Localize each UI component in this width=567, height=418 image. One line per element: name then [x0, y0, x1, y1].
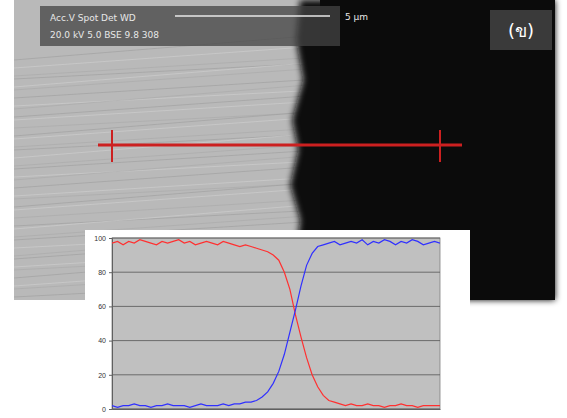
streak	[14, 95, 320, 117]
grid-line	[112, 340, 440, 341]
chart-panel	[85, 230, 470, 418]
y-axis: 0 20 40 60 80 100	[94, 235, 112, 413]
streak	[14, 84, 320, 109]
streak	[14, 101, 320, 120]
y-tick-mark	[109, 272, 112, 273]
y-tick: 80	[98, 269, 112, 276]
x-axis-line	[113, 409, 441, 410]
y-tick-label: 0	[102, 406, 106, 413]
streak	[14, 166, 320, 188]
streak	[14, 150, 320, 169]
y-tick: 60	[98, 303, 112, 310]
series-line	[112, 240, 440, 408]
scan-line-end	[111, 130, 113, 162]
page: Acc.V Spot Det WD 20.0 kV 5.0 BSE 9.8 308…	[0, 0, 567, 418]
series-group	[112, 240, 440, 408]
streak	[14, 204, 320, 229]
streak	[14, 177, 320, 196]
series-line	[112, 240, 440, 408]
streak	[14, 111, 320, 136]
grid-line	[112, 238, 440, 239]
streak	[14, 182, 320, 207]
y-tick-mark	[109, 375, 112, 376]
panel-label: (ข)	[508, 20, 534, 41]
grid-line	[112, 409, 440, 410]
streak	[14, 79, 320, 98]
y-tick-label: 40	[98, 337, 106, 344]
plot-area	[112, 238, 440, 409]
info-text: Acc.V Spot Det WD	[50, 13, 136, 23]
streak	[14, 144, 320, 166]
y-axis-line	[109, 239, 113, 410]
info-text: 20.0 kV 5.0 BSE 9.8 308	[50, 30, 159, 40]
grid	[112, 238, 440, 409]
streak	[14, 62, 320, 87]
y-tick-label: 100	[94, 235, 106, 242]
y-tick-label: 60	[98, 303, 106, 310]
y-tick-mark	[109, 306, 112, 307]
panel-label-box	[490, 10, 552, 50]
y-tick-mark	[109, 409, 112, 410]
y-tick-mark	[109, 341, 112, 342]
streak	[14, 57, 320, 76]
y-tick-mark	[109, 238, 112, 239]
streak	[14, 199, 320, 218]
grid-line	[112, 272, 440, 273]
scan-line-end	[439, 130, 441, 162]
streak	[14, 68, 320, 90]
info-bar	[40, 6, 340, 46]
streak	[14, 188, 320, 210]
streak	[14, 46, 320, 68]
streak	[14, 117, 320, 139]
y-tick: 0	[102, 406, 112, 413]
scale-bar	[175, 15, 330, 17]
grid-line	[112, 306, 440, 307]
y-tick: 20	[98, 372, 112, 379]
y-tick: 100	[94, 235, 112, 242]
grid-line	[112, 374, 440, 375]
y-tick-label: 80	[98, 269, 106, 276]
y-tick-label: 20	[98, 372, 106, 379]
scan-line	[98, 144, 462, 147]
x-axis	[113, 409, 441, 410]
streak	[14, 155, 320, 180]
y-tick: 40	[98, 337, 112, 344]
scale-bar-label: 5 µm	[345, 12, 368, 22]
